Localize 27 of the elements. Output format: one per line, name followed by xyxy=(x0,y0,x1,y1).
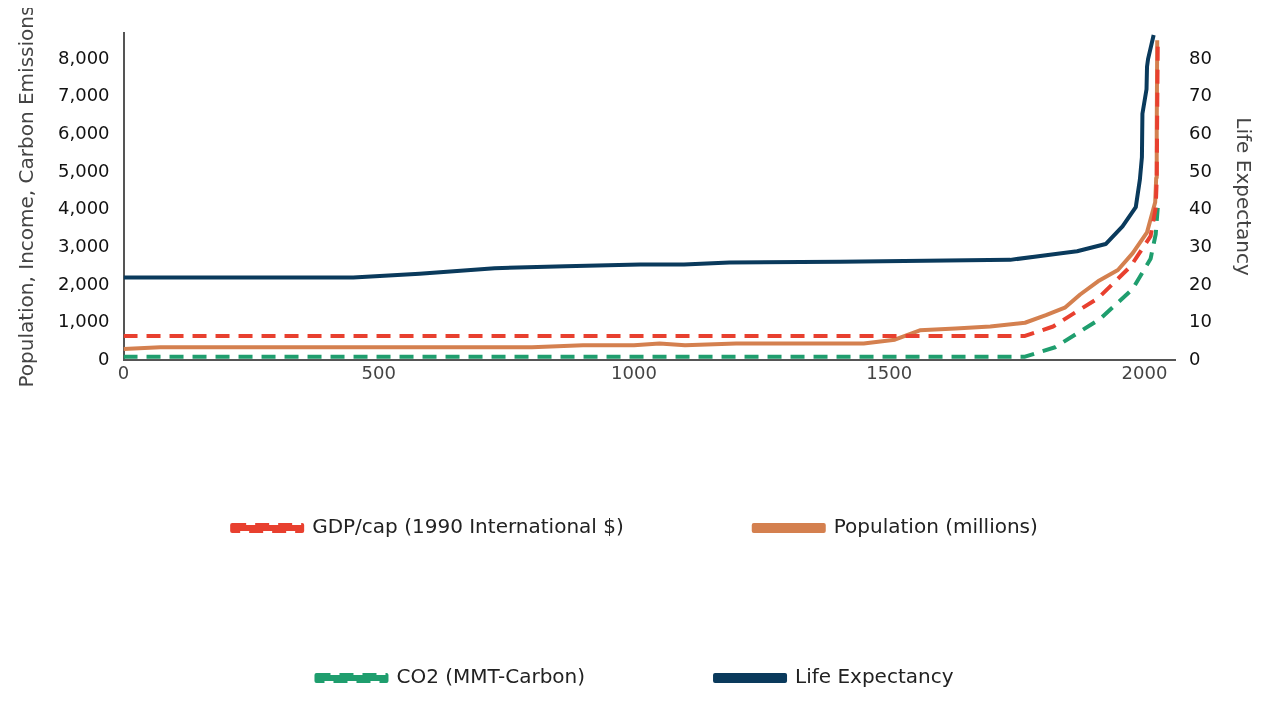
y2-tick-label: 20 xyxy=(1189,272,1212,294)
y-tick-label: 1,000 xyxy=(58,310,110,332)
y-tick-label: 4,000 xyxy=(58,197,110,219)
legend-label: Life Expectancy xyxy=(795,664,954,689)
y2-tick-label: 30 xyxy=(1189,235,1212,257)
x-tick-label: 1500 xyxy=(866,361,913,383)
y-tick-label: 3,000 xyxy=(58,235,110,257)
x-tick-label: 2000 xyxy=(1121,361,1168,383)
legend-label: GDP/cap (1990 International $) xyxy=(312,514,624,539)
y2-tick-label: 60 xyxy=(1189,122,1212,144)
legend-label: CO2 (MMT-Carbon) xyxy=(396,664,586,689)
y2-tick-label: 50 xyxy=(1189,159,1212,181)
y-tick-label: 6,000 xyxy=(58,122,110,144)
line-series xyxy=(123,205,1160,359)
x-tick-label: 1000 xyxy=(611,361,657,383)
y-tick-label: 5,000 xyxy=(58,159,110,181)
y-tick-label: 8,000 xyxy=(58,46,110,68)
y2-tick-label: 80 xyxy=(1189,46,1212,68)
y2-axis-title: Life Expectancy xyxy=(1231,117,1256,276)
y2-tick-label: 10 xyxy=(1189,310,1212,332)
x-tick-label: 500 xyxy=(361,361,396,383)
legend-label: Population (millions) xyxy=(833,514,1038,539)
y2-tick-label: 40 xyxy=(1189,197,1212,219)
y-tick-label: 2,000 xyxy=(58,272,110,294)
y2-tick-label: 70 xyxy=(1189,84,1212,106)
y-tick-label: 7,000 xyxy=(58,84,110,106)
x-tick-label: 0 xyxy=(117,361,130,383)
